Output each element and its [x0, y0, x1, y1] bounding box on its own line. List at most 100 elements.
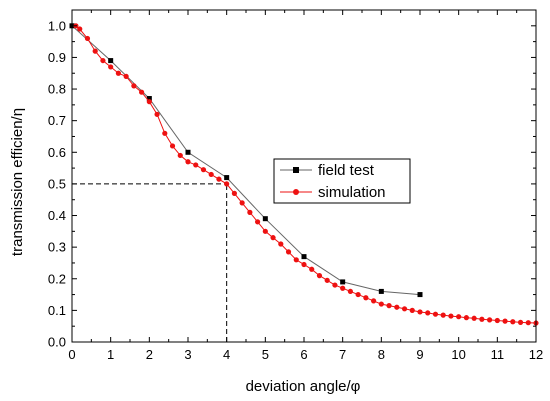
x-tick-label: 8 — [378, 347, 385, 362]
point-field-test — [262, 216, 268, 222]
point-simulation — [417, 309, 423, 315]
point-simulation — [278, 241, 284, 247]
y-tick-label: 0.3 — [48, 240, 66, 255]
x-tick-label: 3 — [184, 347, 191, 362]
point-simulation — [200, 167, 207, 173]
point-simulation — [162, 130, 168, 136]
y-tick-label: 0.5 — [48, 176, 66, 191]
point-simulation — [255, 219, 261, 225]
x-tick-label: 2 — [146, 347, 153, 362]
point-simulation — [440, 312, 446, 318]
point-simulation — [401, 306, 408, 312]
point-simulation — [100, 57, 106, 64]
series-line-field-test — [71, 25, 421, 296]
legend-field-test-marker — [293, 167, 299, 173]
point-field-test — [378, 288, 384, 294]
legend: field test simulation — [273, 158, 411, 204]
x-tick-label: 1 — [107, 347, 114, 362]
x-tick-label: 11 — [491, 347, 505, 362]
point-simulation — [247, 209, 253, 215]
point-simulation — [494, 317, 500, 324]
point-field-test — [340, 279, 346, 285]
point-simulation — [239, 200, 245, 206]
legend-simulation-marker — [293, 189, 299, 195]
point-simulation — [316, 273, 323, 279]
x-axis-title: deviation angle/φ — [246, 378, 361, 395]
point-simulation — [456, 314, 462, 320]
point-simulation — [471, 315, 477, 321]
point-simulation — [185, 159, 191, 165]
point-simulation — [177, 152, 183, 159]
point-simulation — [386, 303, 392, 309]
plot-layer — [69, 23, 539, 342]
y-tick-label: 0.9 — [48, 50, 66, 65]
point-simulation — [371, 298, 377, 304]
point-simulation — [448, 313, 454, 319]
point-simulation — [193, 162, 199, 168]
x-tick-label: 5 — [262, 347, 269, 362]
point-field-test — [108, 58, 114, 64]
point-simulation — [463, 315, 469, 321]
x-tick-label: 0 — [68, 347, 75, 362]
point-simulation — [525, 320, 531, 326]
point-simulation — [77, 26, 83, 32]
point-simulation — [309, 266, 315, 272]
legend-field-test-label: field test — [318, 162, 375, 179]
point-simulation — [425, 310, 431, 316]
x-tick-label: 10 — [451, 347, 465, 362]
point-simulation — [84, 35, 91, 42]
point-simulation — [332, 282, 338, 288]
point-simulation — [293, 257, 299, 263]
point-simulation — [487, 317, 493, 323]
point-simulation — [92, 48, 98, 54]
point-simulation — [270, 235, 276, 241]
point-simulation — [131, 83, 137, 89]
y-tick-label: 0.4 — [48, 208, 66, 223]
point-simulation — [502, 318, 508, 324]
point-simulation — [340, 285, 346, 291]
point-simulation — [169, 143, 176, 149]
point-simulation — [108, 64, 114, 70]
x-tick-label: 12 — [529, 347, 543, 362]
point-simulation — [394, 304, 400, 310]
point-simulation — [409, 307, 415, 313]
point-simulation — [479, 316, 485, 322]
y-tick-label: 0.8 — [48, 82, 66, 97]
y-axis-title: transmission efficien/η — [9, 108, 26, 256]
point-field-test — [185, 149, 191, 155]
point-simulation — [224, 181, 230, 187]
point-simulation — [324, 277, 330, 283]
point-simulation — [208, 171, 214, 178]
point-simulation — [378, 301, 384, 307]
point-simulation — [347, 288, 353, 295]
y-tick-label: 0.2 — [48, 271, 66, 286]
point-simulation — [355, 291, 361, 298]
x-tick-label: 6 — [300, 347, 307, 362]
point-simulation — [510, 319, 516, 325]
y-tick-label: 0.0 — [48, 335, 66, 350]
x-tick-label: 7 — [339, 347, 346, 362]
legend-box — [273, 158, 411, 204]
point-simulation — [146, 99, 152, 105]
y-tick-label: 0.6 — [48, 145, 66, 160]
point-simulation — [363, 295, 369, 301]
point-field-test — [301, 254, 307, 260]
point-simulation — [301, 261, 307, 268]
axes-layer: 0 1 2 3 4 5 6 7 8 9 10 11 120.00.10.20.30.40.50.60.7… — [48, 9, 543, 362]
x-tick-label: 9 — [416, 347, 423, 362]
y-tick-label: 1.0 — [48, 18, 66, 33]
y-tick-label: 0.1 — [48, 303, 66, 318]
point-simulation — [285, 249, 292, 255]
x-tick-label: 4 — [223, 347, 230, 362]
point-field-test — [224, 175, 230, 181]
y-tick-label: 0.7 — [48, 113, 66, 128]
point-simulation — [231, 190, 237, 196]
point-simulation — [216, 176, 222, 182]
point-simulation — [432, 311, 439, 317]
point-simulation — [139, 89, 145, 95]
point-field-test — [417, 292, 423, 298]
legend-simulation-label: simulation — [318, 184, 386, 201]
point-simulation — [262, 228, 268, 234]
point-simulation — [517, 319, 524, 325]
